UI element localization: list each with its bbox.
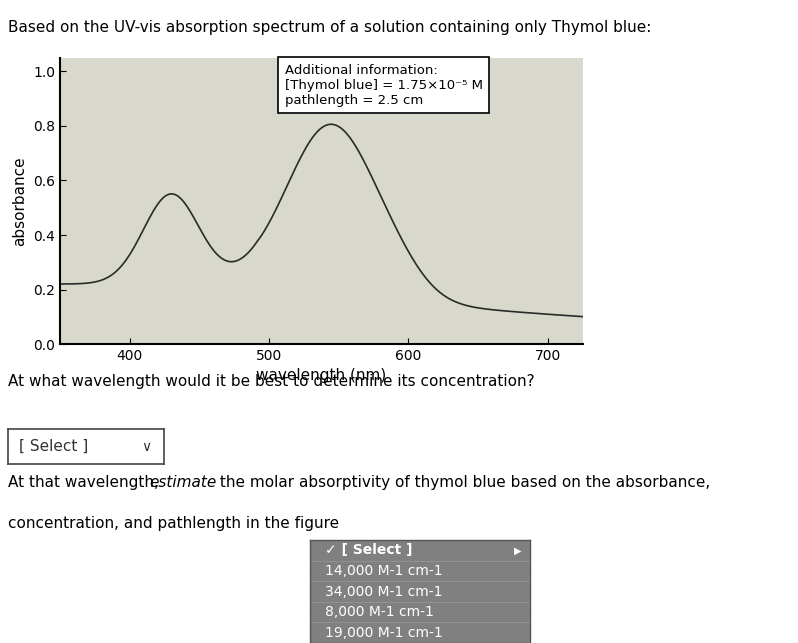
Text: ∨: ∨ — [141, 440, 151, 453]
Text: the molar absorptivity of thymol blue based on the absorbance,: the molar absorptivity of thymol blue ba… — [215, 476, 710, 491]
Text: concentration, and pathlength in the figure: concentration, and pathlength in the fig… — [8, 516, 339, 531]
Text: 19,000 M-1 cm-1: 19,000 M-1 cm-1 — [326, 626, 443, 640]
Text: Based on the UV-vis absorption spectrum of a solution containing only Thymol blu: Based on the UV-vis absorption spectrum … — [8, 20, 651, 35]
Text: 8,000 M-1 cm-1: 8,000 M-1 cm-1 — [326, 605, 434, 619]
Text: ✓ [ Select ]: ✓ [ Select ] — [326, 543, 413, 557]
Text: 34,000 M-1 cm-1: 34,000 M-1 cm-1 — [326, 584, 443, 599]
Y-axis label: absorbance: absorbance — [13, 156, 27, 246]
Text: 14,000 M-1 cm-1: 14,000 M-1 cm-1 — [326, 564, 443, 578]
Text: [ Select ]: [ Select ] — [19, 439, 88, 454]
X-axis label: wavelength (nm): wavelength (nm) — [256, 368, 386, 383]
Text: At that wavelength,: At that wavelength, — [8, 476, 164, 491]
Text: At what wavelength would it be best to determine its concentration?: At what wavelength would it be best to d… — [8, 374, 535, 389]
Text: Additional information:
[Thymol blue] = 1.75×10⁻⁵ M
pathlength = 2.5 cm: Additional information: [Thymol blue] = … — [285, 64, 483, 107]
Text: estimate: estimate — [149, 476, 216, 491]
Text: ▶: ▶ — [514, 545, 521, 556]
